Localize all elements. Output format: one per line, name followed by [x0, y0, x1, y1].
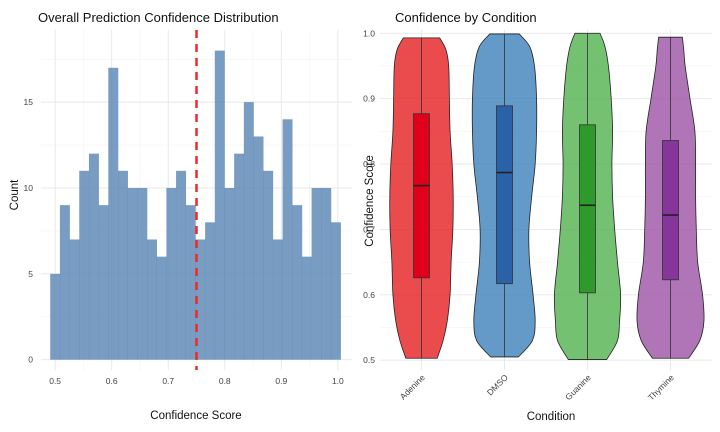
histogram-bar: [59, 205, 70, 360]
boxplot-box: [662, 140, 679, 281]
violin-x-axis-label: Condition: [527, 411, 576, 423]
y-tick-label: 0.9: [363, 94, 375, 104]
histogram-bar: [243, 102, 254, 360]
x-tick-label: Adenine: [398, 372, 427, 401]
histogram-bar: [98, 205, 109, 360]
histogram-bar: [311, 187, 322, 360]
histogram-bar: [321, 187, 332, 360]
histogram-bar: [301, 256, 312, 360]
histogram-bar: [292, 205, 303, 360]
histogram-bar: [330, 222, 341, 360]
histogram-x-axis-label: Confidence Score: [150, 410, 241, 422]
boxplot-box: [579, 124, 596, 294]
x-tick-label: 0.5: [49, 376, 61, 386]
histogram-bar: [79, 170, 90, 360]
histogram-bar: [50, 273, 61, 360]
boxplot-box: [496, 105, 513, 285]
x-tick-label: Guanine: [563, 372, 593, 402]
violin-x-ticks: Adenine DMSO Guanine Thymine: [398, 372, 676, 402]
histogram-bar: [108, 67, 119, 360]
y-tick-label: 0.5: [363, 355, 375, 365]
histogram-bar: [69, 239, 80, 360]
histogram-bar: [156, 256, 167, 360]
y-tick-label: 15: [24, 97, 34, 107]
histogram-bar: [147, 239, 158, 360]
histogram-bar: [117, 170, 128, 360]
histogram-bar: [282, 119, 293, 360]
violin-title: Confidence by Condition: [395, 10, 537, 25]
y-tick-label: 0.6: [363, 290, 375, 300]
histogram-bar: [253, 136, 264, 360]
histogram-bar: [166, 187, 177, 360]
histogram-y-ticks: 0 5 10 15: [24, 97, 34, 365]
histogram-bar: [195, 239, 206, 360]
histogram-y-axis-label: Count: [9, 179, 21, 210]
histogram-bar: [205, 222, 216, 360]
boxplot-box: [413, 113, 430, 279]
histogram-bar: [214, 50, 225, 360]
histogram-bar: [234, 153, 245, 360]
histogram-x-ticks: 0.5 0.6 0.7 0.8 0.9 1.0: [49, 376, 344, 386]
y-tick-label: 1.0: [363, 28, 375, 38]
x-tick-label: 1.0: [332, 376, 344, 386]
histogram-bar: [176, 170, 187, 360]
y-tick-label: 5: [28, 269, 33, 279]
x-tick-label: Thymine: [646, 372, 676, 402]
histogram-bars: [50, 50, 341, 360]
x-tick-label: DMSO: [485, 372, 510, 397]
histogram-bar: [127, 187, 138, 360]
histogram-bar: [185, 205, 196, 360]
x-tick-label: 0.6: [106, 376, 118, 386]
histogram-bar: [88, 153, 99, 360]
y-tick-label: 0.7: [363, 224, 375, 234]
histogram-bar: [272, 239, 283, 360]
y-tick-label: 0: [28, 355, 33, 365]
violin-panel: Confidence by Condition 0.5 0.6 0.7 0.8 0.9 1…: [363, 10, 712, 423]
x-tick-label: 0.7: [162, 376, 174, 386]
violin-y-axis-label: Confidence Score: [364, 155, 376, 246]
y-tick-label: 10: [24, 183, 34, 193]
histogram-bar: [137, 187, 148, 360]
histogram-bar: [263, 170, 274, 360]
violin-y-ticks: 0.5 0.6 0.7 0.8 0.9 1.0: [363, 28, 375, 365]
x-tick-label: 0.9: [275, 376, 287, 386]
violin-shapes: [389, 32, 705, 360]
x-tick-label: 0.8: [219, 376, 231, 386]
histogram-bar: [224, 187, 235, 360]
histogram-title: Overall Prediction Confidence Distributi…: [38, 10, 279, 25]
histogram-panel: Overall Prediction Confidence Distributi…: [9, 10, 352, 422]
y-tick-label: 0.8: [363, 159, 375, 169]
